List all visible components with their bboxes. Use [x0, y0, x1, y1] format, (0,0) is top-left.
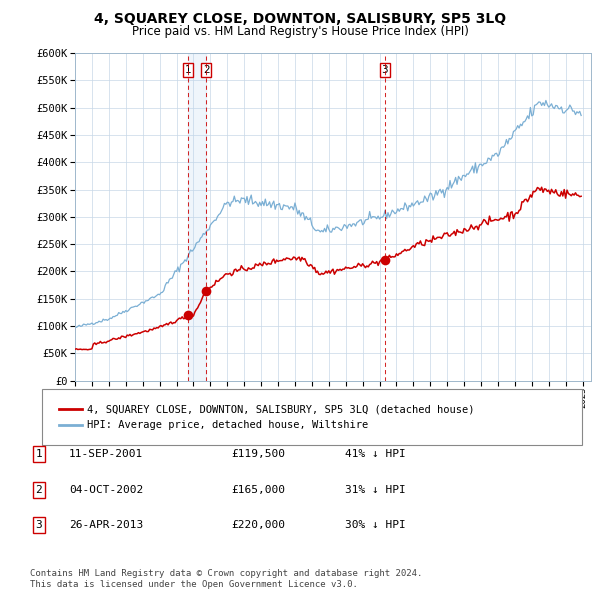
Text: 2: 2 — [203, 65, 209, 75]
Text: Price paid vs. HM Land Registry's House Price Index (HPI): Price paid vs. HM Land Registry's House … — [131, 25, 469, 38]
Text: £220,000: £220,000 — [231, 520, 285, 530]
Legend: 4, SQUAREY CLOSE, DOWNTON, SALISBURY, SP5 3LQ (detached house), HPI: Average pri: 4, SQUAREY CLOSE, DOWNTON, SALISBURY, SP… — [53, 398, 481, 437]
Text: 3: 3 — [35, 520, 43, 530]
Text: 4, SQUAREY CLOSE, DOWNTON, SALISBURY, SP5 3LQ: 4, SQUAREY CLOSE, DOWNTON, SALISBURY, SP… — [94, 12, 506, 26]
Text: 11-SEP-2001: 11-SEP-2001 — [69, 450, 143, 459]
Text: £165,000: £165,000 — [231, 485, 285, 494]
Text: £119,500: £119,500 — [231, 450, 285, 459]
Text: 1: 1 — [185, 65, 191, 75]
Text: 30% ↓ HPI: 30% ↓ HPI — [345, 520, 406, 530]
Text: 26-APR-2013: 26-APR-2013 — [69, 520, 143, 530]
Text: 2: 2 — [35, 485, 43, 494]
Text: 04-OCT-2002: 04-OCT-2002 — [69, 485, 143, 494]
Bar — [188, 53, 206, 381]
Text: 1: 1 — [35, 450, 43, 459]
Text: Contains HM Land Registry data © Crown copyright and database right 2024.
This d: Contains HM Land Registry data © Crown c… — [30, 569, 422, 589]
Text: 3: 3 — [382, 65, 388, 75]
Text: 41% ↓ HPI: 41% ↓ HPI — [345, 450, 406, 459]
Text: 31% ↓ HPI: 31% ↓ HPI — [345, 485, 406, 494]
